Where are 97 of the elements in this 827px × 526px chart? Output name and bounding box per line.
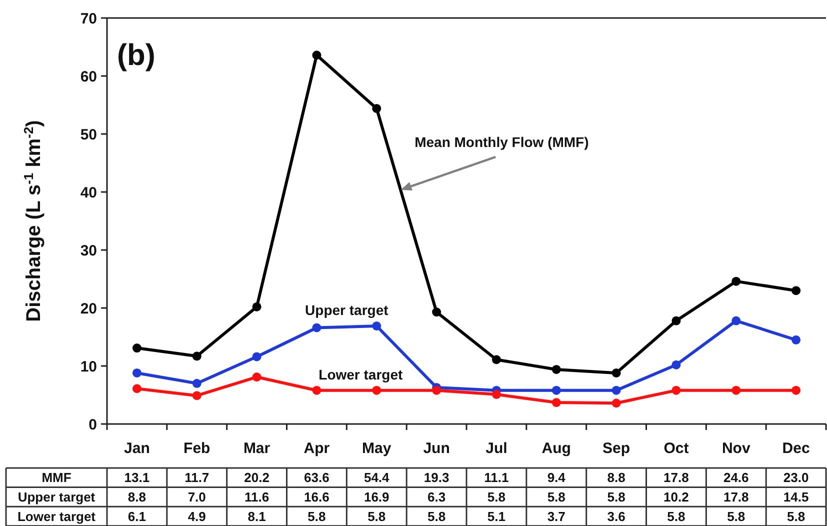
point xyxy=(552,364,561,374)
data-label: 13.1 xyxy=(124,470,150,486)
point xyxy=(792,335,801,344)
data-label: 10.2 xyxy=(664,489,689,504)
data-label: 16.9 xyxy=(364,489,390,504)
data-label: 23.0 xyxy=(783,470,809,486)
data-label: 17.8 xyxy=(664,470,689,486)
data-label: 24.6 xyxy=(723,470,749,486)
data-label: 8.8 xyxy=(128,489,146,504)
data-label: 16.6 xyxy=(304,489,330,504)
x-tick-label: Aug xyxy=(542,440,571,457)
data-label: 3.6 xyxy=(607,508,626,524)
x-tick-label: Jan xyxy=(124,440,150,457)
y-tick-label: 60 xyxy=(80,68,97,86)
x-tick-label: Feb xyxy=(184,440,210,457)
point xyxy=(252,302,262,312)
data-label: 14.5 xyxy=(783,489,809,504)
x-tick-label: May xyxy=(362,440,392,457)
x-tick-label: Jun xyxy=(423,440,450,457)
data-label: 6.3 xyxy=(428,489,446,504)
series-label: Mean Monthly Flow (MMF) xyxy=(414,134,589,150)
data-label: 5.8 xyxy=(368,508,386,524)
data-label: 5.8 xyxy=(727,508,746,524)
data-label: 11.1 xyxy=(484,470,509,486)
point xyxy=(312,50,322,60)
point xyxy=(612,398,621,408)
data-label: 54.4 xyxy=(364,470,390,486)
series-label: Upper target xyxy=(305,302,389,318)
data-label: 5.8 xyxy=(667,508,686,524)
point xyxy=(372,386,382,395)
data-label: 5.1 xyxy=(487,508,506,524)
x-tick-label: Oct xyxy=(664,440,689,457)
text: Lower target xyxy=(17,508,96,524)
y-tick-label: 10 xyxy=(80,358,97,376)
data-label: 7.0 xyxy=(188,489,206,504)
series-label: Lower target xyxy=(318,366,404,382)
point xyxy=(432,308,442,317)
data-label: 63.6 xyxy=(304,470,330,486)
point xyxy=(492,390,501,399)
point xyxy=(612,386,621,395)
point xyxy=(732,276,741,286)
data-label: 11.7 xyxy=(184,470,210,486)
data-label: 8.1 xyxy=(248,508,266,524)
text: (b) xyxy=(117,39,156,72)
data-label: 6.1 xyxy=(128,508,146,524)
point xyxy=(552,386,561,395)
point xyxy=(132,368,142,378)
point xyxy=(372,104,382,113)
data-label: 5.8 xyxy=(428,508,446,524)
point xyxy=(672,316,681,326)
point xyxy=(672,386,681,395)
point xyxy=(792,286,801,296)
point xyxy=(732,386,741,395)
point xyxy=(792,386,801,395)
point xyxy=(252,352,262,362)
point xyxy=(312,323,322,332)
x-tick-label: Dec xyxy=(782,440,810,457)
text: MMF xyxy=(42,470,72,486)
x-tick-label: Sep xyxy=(602,440,630,457)
point xyxy=(192,378,202,388)
data-label: 5.8 xyxy=(607,489,626,504)
point xyxy=(432,386,442,395)
point xyxy=(552,398,561,408)
point xyxy=(492,355,501,364)
point xyxy=(252,372,262,382)
data-label: 5.8 xyxy=(487,489,506,504)
data-label: 8.8 xyxy=(607,470,626,486)
data-label: 5.8 xyxy=(787,508,806,524)
y-tick-label: 70 xyxy=(80,10,97,28)
point xyxy=(372,321,382,330)
y-tick-label: 30 xyxy=(80,242,97,260)
point xyxy=(192,352,202,361)
point xyxy=(132,384,142,394)
data-label: 19.3 xyxy=(424,470,450,486)
data-label: 3.7 xyxy=(547,508,566,524)
x-tick-label: Nov xyxy=(722,440,751,457)
point xyxy=(612,368,621,378)
point xyxy=(192,391,202,400)
text: Upper target xyxy=(18,489,96,504)
point xyxy=(132,344,142,353)
point xyxy=(312,386,322,395)
x-tick-label: Jul xyxy=(486,440,508,457)
point xyxy=(672,360,681,370)
data-label: 4.9 xyxy=(188,508,206,524)
y-tick-label: 0 xyxy=(88,416,97,434)
x-tick-label: Apr xyxy=(304,440,330,457)
data-label: 20.2 xyxy=(244,470,270,486)
data-label: 9.4 xyxy=(547,470,566,486)
x-tick-label: Mar xyxy=(243,440,270,457)
data-label: 17.8 xyxy=(723,489,749,504)
data-label: 11.6 xyxy=(244,489,270,504)
point xyxy=(732,316,741,326)
data-label: 5.8 xyxy=(547,489,566,504)
y-tick-label: 50 xyxy=(80,126,97,144)
y-tick-label: 20 xyxy=(80,300,97,318)
y-tick-label: 40 xyxy=(80,184,97,202)
data-label: 5.8 xyxy=(308,508,326,524)
